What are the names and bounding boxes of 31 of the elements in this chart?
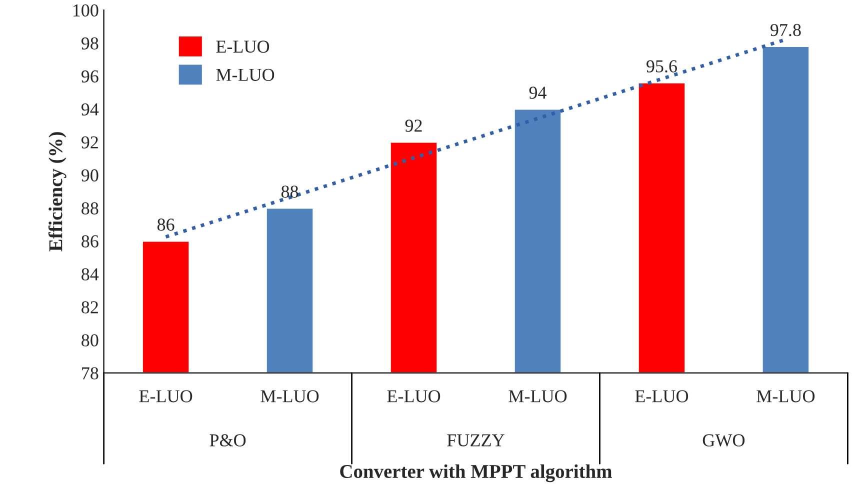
data-label: 94 bbox=[529, 86, 546, 99]
y-tick-label: 80 bbox=[82, 334, 98, 346]
x-tick-label: M-LUO bbox=[260, 390, 319, 402]
x-axis-title: Converter with MPPT algorithm bbox=[340, 464, 612, 482]
text: P&O bbox=[210, 434, 246, 446]
y-tick-label: 78 bbox=[82, 367, 98, 380]
data-label: 86 bbox=[157, 218, 174, 231]
x-tick-label: E-LUO bbox=[635, 390, 688, 402]
y-tick-label: 86 bbox=[82, 235, 98, 248]
legend-label: M-LUO bbox=[216, 68, 274, 81]
y-tick-label: 96 bbox=[81, 70, 98, 82]
y-tick-label: 98 bbox=[81, 37, 98, 50]
data-label: 88 bbox=[281, 186, 298, 198]
data-label: 97.8 bbox=[770, 24, 801, 36]
x-tick-label: E-LUO bbox=[139, 390, 192, 402]
y-tick-label: 88 bbox=[82, 202, 98, 214]
y-tick-label: 82 bbox=[82, 301, 98, 314]
x-tick-label: M-LUO bbox=[756, 390, 815, 402]
y-axis-title: Efficiency (%) bbox=[48, 132, 66, 252]
y-tick-label: 94 bbox=[81, 103, 99, 116]
text: GWO bbox=[702, 434, 745, 447]
data-label: 92 bbox=[405, 120, 422, 132]
x-tick-label: M-LUO bbox=[508, 390, 567, 402]
y-tick-label: 90 bbox=[81, 169, 98, 182]
y-tick-label: 100 bbox=[73, 4, 98, 17]
data-label: 95.6 bbox=[646, 60, 677, 72]
x-tick-label: E-LUO bbox=[387, 390, 440, 402]
y-tick-label: 92 bbox=[81, 136, 98, 148]
legend-label: E-LUO bbox=[216, 40, 270, 53]
text: FUZZY bbox=[447, 434, 504, 446]
y-tick-label: 84 bbox=[82, 268, 99, 280]
